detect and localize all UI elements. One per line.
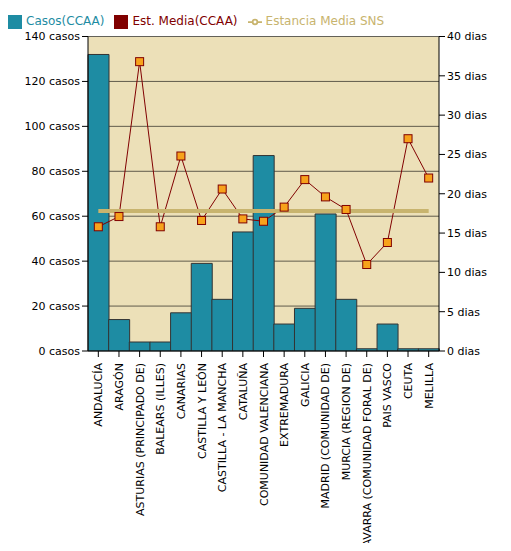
svg-text:140 casos: 140 casos	[25, 30, 81, 43]
svg-text:20 casos: 20 casos	[32, 300, 81, 313]
html-text:Est. Media(CCAA): Est. Media(CCAA)	[132, 14, 238, 28]
svg-text:25 dias: 25 dias	[447, 148, 487, 161]
svg-text:10 dias: 10 dias	[447, 266, 487, 279]
svg-text:40 dias: 40 dias	[447, 30, 487, 43]
svg-text:100 casos: 100 casos	[25, 120, 81, 133]
svg-text:ARAGÓN: ARAGÓN	[113, 363, 126, 410]
html-text:Casos(CCAA): Casos(CCAA)	[26, 14, 105, 28]
svg-text:ASTURIAS (PRINCIPADO DE): ASTURIAS (PRINCIPADO DE)	[134, 363, 147, 516]
svg-text:80 casos: 80 casos	[32, 165, 81, 178]
svg-text:60 casos: 60 casos	[32, 210, 81, 223]
svg-text:COMUNIDAD VALENCIANA: COMUNIDAD VALENCIANA	[258, 363, 271, 506]
svg-text:CASTILLA Y LEÓN: CASTILLA Y LEÓN	[196, 363, 209, 459]
svg-text:35 dias: 35 dias	[447, 70, 487, 83]
svg-text:20 dias: 20 dias	[447, 188, 487, 201]
svg-text:CANARIAS: CANARIAS	[175, 363, 188, 419]
svg-text:CASTILLA - LA MANCHA: CASTILLA - LA MANCHA	[216, 363, 229, 493]
svg-text:5 dias: 5 dias	[447, 306, 480, 319]
svg-text:EXTREMADURA: EXTREMADURA	[278, 363, 291, 447]
svg-text:0 dias: 0 dias	[447, 345, 480, 358]
svg-text:BALEARS (ILLES): BALEARS (ILLES)	[154, 363, 167, 455]
svg-text:CATALUÑA: CATALUÑA	[237, 363, 250, 421]
svg-text:ANDALUCÍA: ANDALUCÍA	[92, 363, 105, 427]
svg-text:0 casos: 0 casos	[39, 345, 81, 358]
svg-text:PAIS VASCO: PAIS VASCO	[381, 363, 394, 428]
svg-text:MURCIA (REGION DE): MURCIA (REGION DE)	[340, 363, 353, 480]
svg-text:30 dias: 30 dias	[447, 109, 487, 122]
svg-text:CEUTA: CEUTA	[402, 363, 415, 400]
svg-text:120 casos: 120 casos	[25, 75, 81, 88]
svg-text:40 casos: 40 casos	[32, 255, 81, 268]
svg-text:NAVARRA (COMUNIDAD FORAL DE): NAVARRA (COMUNIDAD FORAL DE)	[361, 363, 374, 543]
html-text:Estancia Media SNS: Estancia Media SNS	[265, 14, 385, 28]
svg-text:MELILLA: MELILLA	[423, 363, 436, 409]
svg-text:15 dias: 15 dias	[447, 227, 487, 240]
svg-text:MADRID (COMUNIDAD DE): MADRID (COMUNIDAD DE)	[319, 363, 332, 508]
svg-text:GALICIA: GALICIA	[299, 363, 312, 407]
